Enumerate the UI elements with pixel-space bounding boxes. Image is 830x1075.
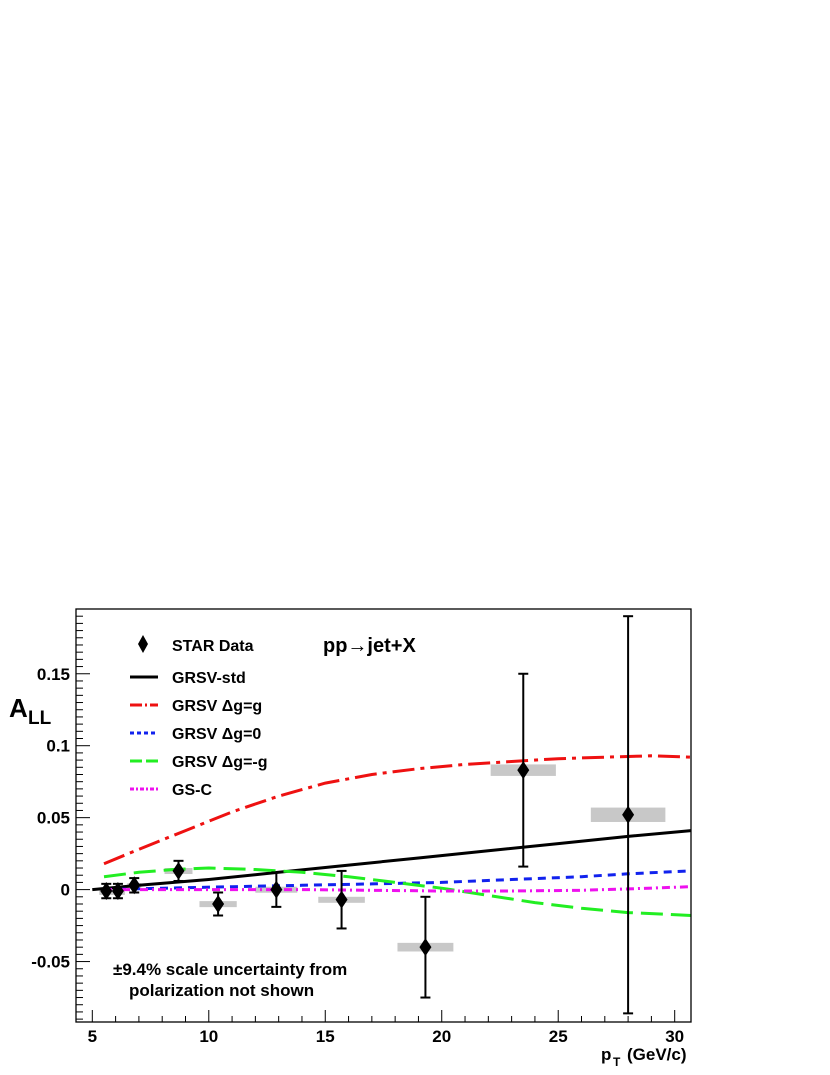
data-point-3 xyxy=(172,861,185,880)
data-point-1 xyxy=(111,882,124,901)
annotation-line-1: ±9.4% scale uncertainty from xyxy=(113,960,347,979)
x-tick-label: 5 xyxy=(88,1027,97,1046)
axes-layer: 5 10 15 20 25 30 -0.05 0 0.05 0.1 0.15 xyxy=(31,608,684,1046)
process-label: pp→jet+X xyxy=(323,635,416,657)
y-axis-title: A LL xyxy=(9,693,52,729)
legend-label-star-data: STAR Data xyxy=(172,638,254,655)
curve-gs-c xyxy=(104,885,692,893)
data-point-7 xyxy=(419,938,432,957)
data-point-6 xyxy=(335,890,348,909)
y-tick-label: -0.05 xyxy=(31,953,70,972)
legend-label-gs-c: GS-C xyxy=(172,782,212,799)
annotation-line-2: polarization not shown xyxy=(129,981,314,1000)
curve-grsv-dg-g xyxy=(103,754,692,866)
x-tick-label: 30 xyxy=(665,1027,684,1046)
data-point-0 xyxy=(100,882,113,901)
data-point-4 xyxy=(212,895,225,913)
legend-label-grsv-dg-g: GRSV Δg=-g xyxy=(172,754,268,771)
x-tick-label: 10 xyxy=(199,1027,218,1046)
plot-layer xyxy=(92,615,692,1015)
y-tick-label: 0.15 xyxy=(37,665,70,684)
x-axis-title-unit: (GeV/c) xyxy=(627,1045,687,1064)
x-axis-title-sub: T xyxy=(613,1055,621,1069)
y-tick-label: 0.05 xyxy=(37,809,70,828)
legend-label-grsv-std: GRSV-std xyxy=(172,670,246,687)
x-tick-label: 15 xyxy=(316,1027,335,1046)
y-tick-label: 0.1 xyxy=(46,737,70,756)
curve-grsv-std xyxy=(92,829,692,892)
x-axis-title: p T (GeV/c) xyxy=(601,1045,687,1069)
legend-label-grsv-dg-0: GRSV Δg=0 xyxy=(172,726,261,743)
curve-grsv-dg-g xyxy=(103,866,692,917)
data-point-5 xyxy=(270,880,283,899)
plot-frame xyxy=(75,608,692,1023)
annotation: ±9.4% scale uncertainty from polarizatio… xyxy=(113,960,347,1000)
x-tick-label: 25 xyxy=(549,1027,568,1046)
legend: STAR Data pp→jet+X GRSV-std GRSV Δg=g GRSV… xyxy=(130,635,416,799)
data-point-8 xyxy=(517,761,530,780)
y-axis-title-main: A xyxy=(9,693,28,723)
x-axis-title-main: p xyxy=(601,1045,611,1064)
legend-marker-star-data xyxy=(138,635,148,653)
data-point-2 xyxy=(128,876,141,895)
x-tick-label: 20 xyxy=(432,1027,451,1046)
y-axis-title-sub: LL xyxy=(28,708,52,729)
legend-label-grsv-dg-g: GRSV Δg=g xyxy=(172,698,262,715)
data-point-9 xyxy=(622,805,635,824)
y-tick-label: 0 xyxy=(61,881,70,900)
